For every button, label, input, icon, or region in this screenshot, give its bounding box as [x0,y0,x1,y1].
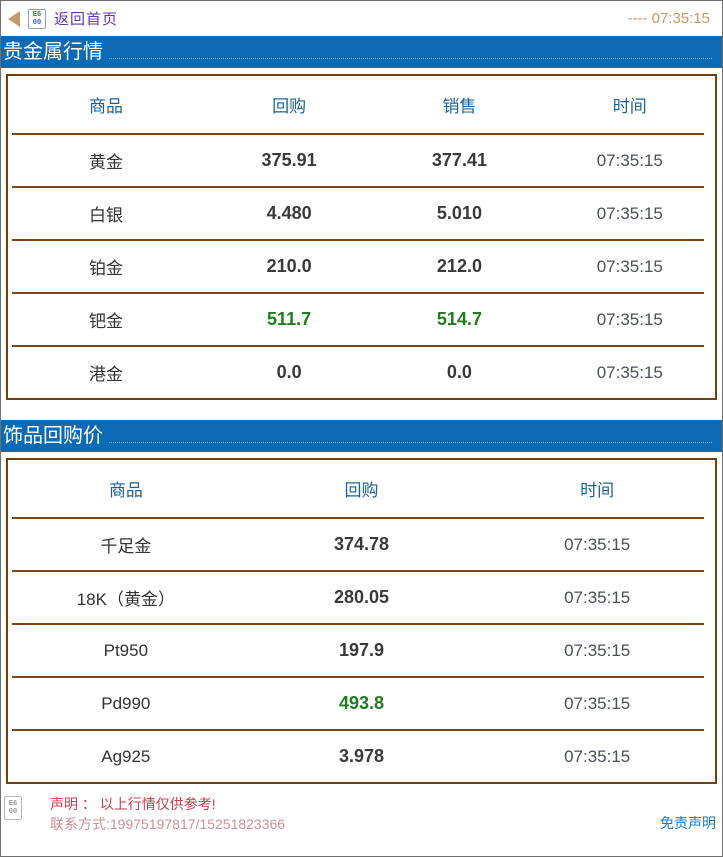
spacer [1,400,722,420]
buyback-price-cell: 4.480 [266,203,312,223]
home-icon[interactable]: E6 00 [28,8,46,29]
time-cell: 07:35:15 [564,534,631,554]
precious-metals-section: 贵金属行情 商品 回购 销售 时间 黄金 375.91 377.41 07:35:15 白银 4… [1,36,722,400]
row-separator [12,292,704,294]
table-body: 千足金 374.78 07:35:15 18K（黄金） 280.05 07:35:15 Pt… [8,519,715,782]
section-title: 贵金属行情 [3,41,103,63]
table-row: 钯金 511.7 514.7 07:35:15 [8,294,715,345]
top-bar: E6 00 返回首页 ---- 07:35:15 [1,1,722,36]
topbar-time: ---- 07:35:15 [627,10,710,27]
price-table: 商品 回购 时间 千足金 374.78 07:35:15 18K（黄金） 280.05 07:… [6,458,717,784]
buyback-price-cell: 210.0 [266,256,312,276]
table-header-row: 商品 回购 销售 时间 [8,76,715,133]
time-cell: 07:35:15 [596,150,663,170]
row-separator [12,239,704,241]
product-name-cell: 港金 [88,365,123,384]
table-row: 港金 0.0 0.0 07:35:15 [8,347,715,398]
row-separator [12,676,704,678]
footer: E6 00 声明 ： 以上行情仅供参考! 联系方式:19975197817/15… [1,794,722,834]
back-arrow-icon[interactable] [8,10,20,27]
dotted-divider [109,58,712,59]
time-cell: 07:35:15 [564,587,631,607]
table-row: Pt950 197.9 07:35:15 [8,625,715,676]
buyback-price-cell: 280.05 [333,587,390,607]
sell-price-cell: 377.41 [431,150,487,170]
time-cell: 07:35:15 [596,309,663,329]
time-cell: 07:35:15 [564,693,631,713]
buyback-price-cell: 374.78 [333,534,390,554]
table-row: Pd990 493.8 07:35:15 [8,678,715,729]
column-header: 时间 [612,97,647,116]
table-row: 铂金 210.0 212.0 07:35:15 [8,241,715,292]
icon-fallback-code: E6 [32,10,42,19]
price-table: 商品 回购 销售 时间 黄金 375.91 377.41 07:35:15 白银 4.480 5.… [6,74,717,400]
sell-price-cell: 5.010 [436,203,482,223]
column-header: 销售 [442,97,477,116]
column-header: 商品 [88,97,123,116]
buyback-price-cell: 511.7 [267,309,312,329]
product-name-cell: 黄金 [88,153,123,172]
time-cell: 07:35:15 [596,256,663,276]
disclaimer-link[interactable]: 免责声明 [660,815,716,831]
time-cell: 07:35:15 [564,746,631,766]
column-header: 时间 [580,481,615,500]
icon-fallback-code: 00 [8,808,18,816]
product-name-cell: 铂金 [88,259,123,278]
table-row: 白银 4.480 5.010 07:35:15 [8,188,715,239]
buyback-price-cell: 493.8 [338,693,385,713]
sell-price-cell: 514.7 [436,309,482,329]
row-separator [12,345,704,347]
row-separator [12,186,704,188]
contact-info: 联系方式:19975197817/15251823366 [50,816,286,832]
product-name-cell: 千足金 [100,537,152,556]
section-header-bar: 饰品回购价 [1,420,722,452]
buyback-price-cell: 0.0 [276,362,302,382]
dotted-divider [109,442,712,443]
table-row: 千足金 374.78 07:35:15 [8,519,715,570]
sell-price-cell: 212.0 [436,256,482,276]
disclaimer-statement: 声明 ： 以上行情仅供参考! [50,796,216,812]
sell-price-cell: 0.0 [446,362,472,382]
product-name-cell: 18K（黄金） [76,590,175,609]
table-row: Ag925 3.978 07:35:15 [8,731,715,782]
section-title: 饰品回购价 [3,425,103,447]
row-separator [12,623,704,625]
time-cell: 07:35:15 [596,203,663,223]
column-header: 回购 [344,481,379,500]
back-home-link[interactable]: 返回首页 [54,11,119,28]
time-cell: 07:35:15 [596,362,663,382]
jewelry-buyback-section: 饰品回购价 商品 回购 时间 千足金 374.78 07:35:15 18K（黄金） 280… [1,420,722,784]
row-separator [12,570,704,572]
product-name-cell: Pd990 [101,693,151,713]
icon-fallback-code: 00 [32,18,42,27]
column-header: 回购 [272,97,307,116]
header-separator [12,133,704,135]
table-row: 18K（黄金） 280.05 07:35:15 [8,572,715,623]
buyback-price-cell: 3.978 [338,746,385,766]
product-name-cell: 白银 [88,206,123,225]
header-separator [12,517,704,519]
product-name-cell: 钯金 [88,312,123,331]
icon-fallback-code: E6 [8,800,18,808]
product-name-cell: Pt950 [103,640,149,660]
buyback-price-cell: 375.91 [261,150,317,170]
table-header-row: 商品 回购 时间 [8,460,715,517]
column-header: 商品 [108,481,143,500]
table-row: 黄金 375.91 377.41 07:35:15 [8,135,715,186]
notice-icon: E6 00 [4,796,22,820]
section-header-bar: 贵金属行情 [1,36,722,68]
product-name-cell: Ag925 [101,746,151,766]
footer-texts: 声明 ： 以上行情仅供参考! 联系方式:19975197817/15251823… [50,794,660,834]
row-separator [12,729,704,731]
time-cell: 07:35:15 [564,640,631,660]
table-body: 黄金 375.91 377.41 07:35:15 白银 4.480 5.010 07:35:… [8,135,715,398]
buyback-price-cell: 197.9 [338,640,385,660]
